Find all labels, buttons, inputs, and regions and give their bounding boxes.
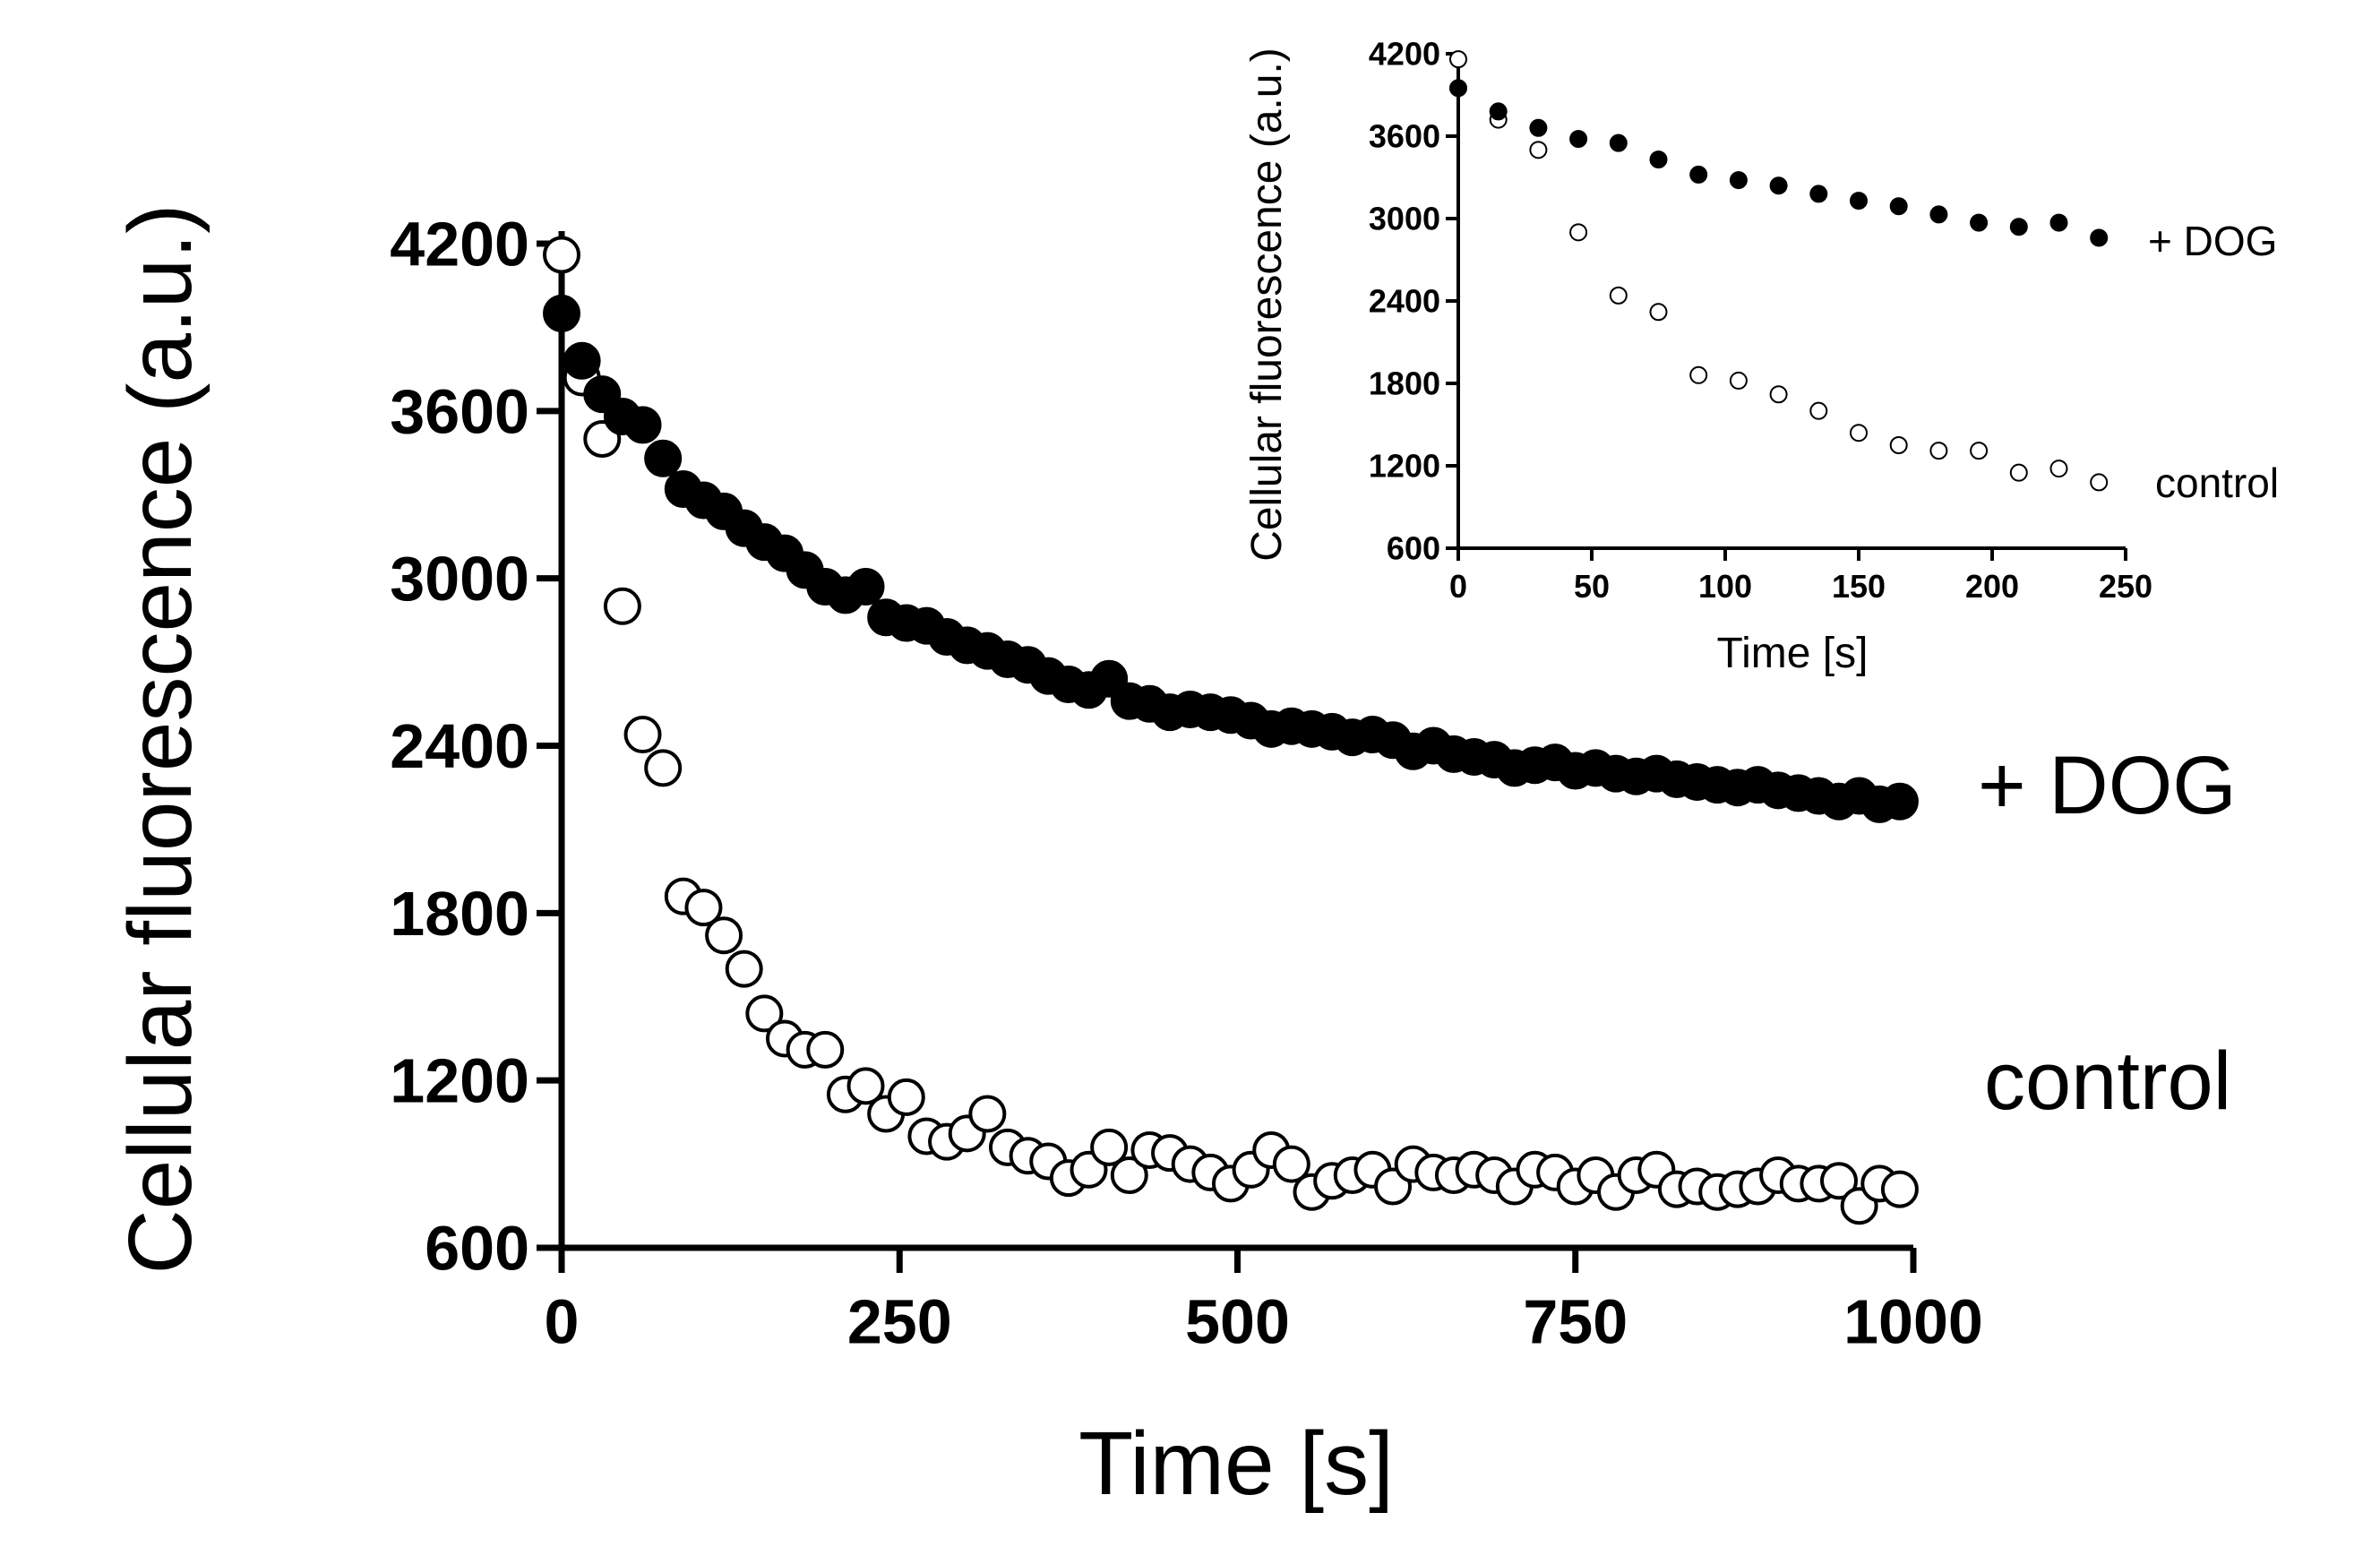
inset-x-tick-label: 100 [1698, 568, 1752, 605]
inset-x-tick-label: 250 [2099, 568, 2152, 605]
inset-y-tick-label: 2400 [1369, 283, 1440, 320]
main-x-tick-label: 750 [1523, 1287, 1628, 1357]
main-control-point [1272, 1145, 1310, 1183]
inset-dog-point [1769, 176, 1788, 195]
main-control-point [705, 916, 743, 955]
main-y-tick-label: 3000 [390, 544, 529, 614]
main-dog-point [623, 406, 662, 444]
inset-dog-point [1569, 130, 1588, 149]
inset-dog-point [1529, 118, 1548, 137]
inset-dog-point [1929, 205, 1948, 224]
main-y-tick-label: 4200 [390, 210, 529, 279]
inset-x-axis-title: Time [s] [1717, 630, 1869, 677]
inset-x-ticks: 0 50 100 150 200 250 [1449, 548, 2152, 605]
inset-control-point [1609, 286, 1628, 305]
main-y-ticks: 600 1200 1800 2400 3000 3600 4200 [390, 210, 562, 1284]
inset-y-tick-label: 1200 [1369, 448, 1440, 485]
main-dog-point [846, 568, 885, 606]
inset-chart: 600 1200 1800 2400 3000 3600 4200 0 50 100 150 200… [1243, 36, 2279, 677]
main-x-ticks: 0 250 500 750 1000 [545, 1248, 1983, 1357]
main-control-point [887, 1078, 925, 1116]
main-control-point [543, 236, 580, 274]
inset-control-point [1649, 303, 1668, 322]
main-control-point [968, 1095, 1007, 1133]
inset-x-tick-label: 0 [1449, 568, 1467, 605]
main-control-point [684, 889, 723, 927]
inset-control-point [1569, 223, 1588, 242]
inset-dog-point [1889, 197, 1908, 216]
main-y-tick-label: 1800 [390, 879, 529, 949]
inset-dog-point [2090, 228, 2109, 247]
inset-control-point [1889, 436, 1908, 454]
inset-dog-point [1609, 133, 1628, 152]
main-x-tick-label: 1000 [1843, 1287, 1983, 1357]
inset-dog-point [2009, 218, 2028, 236]
inset-control-point [1929, 442, 1948, 460]
inset-y-tick-label: 1800 [1369, 365, 1440, 402]
inset-control-point [2049, 460, 2068, 478]
main-x-tick-label: 250 [847, 1287, 952, 1357]
inset-x-tick-label: 50 [1574, 568, 1610, 605]
inset-control-point [1529, 141, 1548, 159]
inset-y-axis-title: Cellular fluorescence (a.u.) [1243, 47, 1291, 562]
main-control-point [846, 1067, 885, 1105]
inset-y-tick-label: 3600 [1369, 118, 1440, 155]
inset-control-point [1970, 442, 1989, 460]
main-control-point [1880, 1170, 1919, 1208]
inset-y-tick-label: 4200 [1369, 36, 1440, 73]
inset-dog-point [1850, 192, 1868, 211]
main-markers [543, 236, 1919, 1225]
inset-dog-point [2049, 213, 2068, 232]
inset-markers [1449, 50, 2109, 492]
inset-control-point [1809, 401, 1828, 420]
main-control-point [1820, 1162, 1859, 1200]
main-control-point [725, 950, 763, 988]
main-control-point [806, 1030, 845, 1069]
main-y-tick-label: 1200 [390, 1046, 529, 1116]
inset-control-point [1850, 424, 1868, 443]
main-control-point [745, 994, 784, 1033]
main-control-point [1110, 1156, 1148, 1195]
main-control-point [644, 749, 683, 787]
inset-control-point [1769, 385, 1788, 404]
inset-x-tick-label: 150 [1832, 568, 1886, 605]
main-x-axis-title: Time [s] [1078, 1414, 1394, 1514]
inset-y-tick-label: 600 [1387, 530, 1440, 567]
inset-dog-point [1649, 150, 1668, 169]
inset-dog-point [1970, 213, 1989, 232]
inset-dog-point [1449, 79, 1467, 98]
main-y-axis-title: Cellular fluorescence (a.u.) [110, 204, 211, 1275]
inset-control-point [1729, 371, 1748, 390]
main-dog-series-label: + DOG [1978, 740, 2237, 831]
main-control-series-label: control [1984, 1036, 2231, 1127]
main-dog-point [563, 341, 601, 380]
inset-control-point [1449, 50, 1467, 69]
main-x-tick-label: 0 [545, 1287, 580, 1357]
main-dog-point [1880, 782, 1919, 821]
main-y-tick-label: 2400 [390, 711, 529, 781]
inset-y-ticks: 600 1200 1800 2400 3000 3600 4200 [1369, 36, 1458, 567]
main-dog-point [543, 294, 580, 332]
inset-y-tick-label: 3000 [1369, 201, 1440, 237]
inset-control-point [2009, 463, 2028, 482]
main-control-point [1090, 1128, 1129, 1166]
inset-control-series-label: control [2155, 460, 2279, 506]
inset-dog-point [1809, 185, 1828, 203]
main-control-point [603, 587, 641, 625]
inset-dog-point [1729, 171, 1748, 190]
inset-control-point [1689, 365, 1708, 384]
inset-dog-point [1489, 102, 1508, 121]
main-dog-point [644, 439, 683, 477]
inset-control-point [2090, 473, 2109, 492]
inset-dog-series-label: + DOG [2148, 218, 2277, 264]
main-control-point [623, 716, 662, 754]
main-y-tick-label: 600 [425, 1214, 529, 1284]
inset-dog-point [1689, 165, 1708, 184]
main-x-tick-label: 500 [1185, 1287, 1290, 1357]
main-y-tick-label: 3600 [390, 376, 529, 446]
inset-x-tick-label: 200 [1965, 568, 2019, 605]
